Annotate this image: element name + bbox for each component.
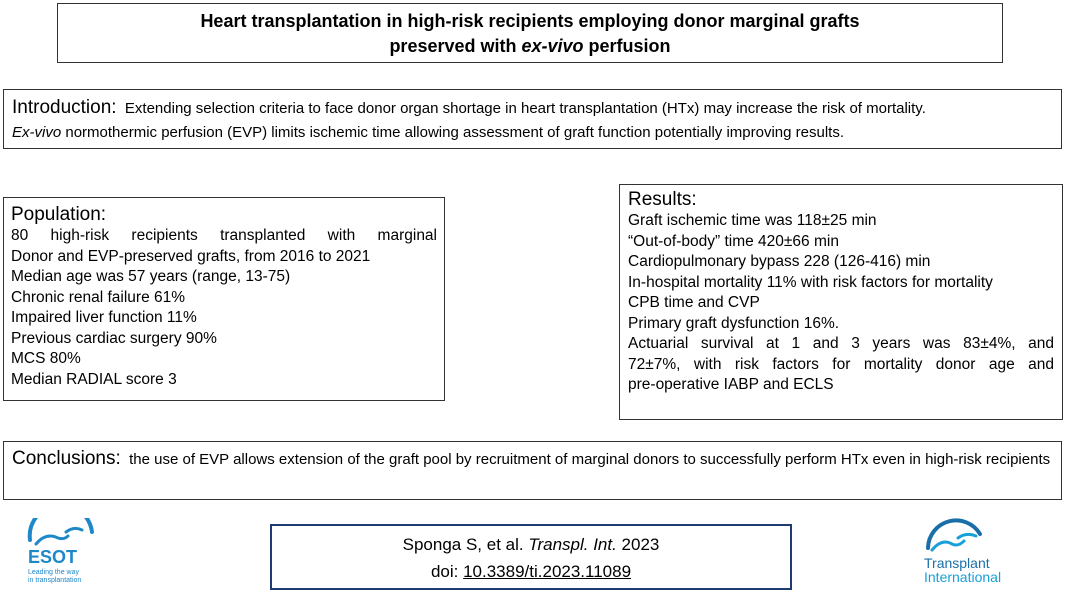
results-line: CPB time and CVP	[628, 294, 760, 311]
citation-authors: Sponga S, et al.	[402, 535, 529, 554]
ti-name-2: International	[924, 569, 1001, 585]
conclusions-box: Conclusions: the use of EVP allows exten…	[3, 441, 1062, 500]
population-line: 80 high-risk recipients transplanted wit…	[11, 227, 437, 244]
introduction-text-2: normothermic perfusion (EVP) limits isch…	[61, 124, 844, 141]
esot-tagline-1: Leading the way	[28, 569, 79, 576]
population-line: Donor and EVP-preserved grafts, from 201…	[11, 247, 371, 265]
conclusions-text: the use of EVP allows extension of the g…	[129, 451, 1051, 468]
results-line: “Out-of-body” time 420±66 min	[628, 232, 839, 250]
population-line: MCS 80%	[11, 350, 81, 367]
results-line: Cardiopulmonary bypass 228 (126-416) min	[628, 253, 931, 270]
transplant-international-logo: Transplant International	[918, 518, 1058, 588]
doi-link[interactable]: 10.3389/ti.2023.11089	[463, 562, 632, 581]
results-line: pre-operative IABP and ECLS	[628, 376, 834, 393]
results-line: Graft ischemic time was 118±25 min	[628, 212, 877, 229]
results-line: In-hospital mortality 11% with risk fact…	[628, 273, 993, 291]
citation-year: 2023	[616, 535, 660, 554]
population-heading: Population:	[11, 204, 107, 225]
conclusions-heading: Conclusions:	[12, 448, 121, 469]
doi-line: doi: 10.3389/ti.2023.11089	[272, 558, 790, 585]
population-line: Impaired liver function 11%	[11, 309, 197, 326]
title-box: Heart transplantation in high-risk recip…	[57, 3, 1003, 63]
introduction-text-1: Extending selection criteria to face don…	[124, 100, 926, 117]
results-line: Primary graft dysfunction 16%.	[628, 314, 840, 332]
population-box: Population: 80 high-risk recipients tran…	[3, 197, 445, 401]
title-line-2: preserved with ex-vivo perfusion	[389, 36, 671, 56]
population-line: Median RADIAL score 3	[11, 370, 177, 388]
esot-logo: ESOT Leading the way in transplantation	[22, 502, 132, 588]
citation-journal: Transpl. Int.	[528, 535, 617, 554]
results-line: 72±7%, with risk factors for mortality d…	[628, 355, 1054, 373]
results-line: Actuarial survival at 1 and 3 years was …	[628, 335, 1054, 352]
introduction-box: Introduction: Extending selection criter…	[3, 89, 1062, 149]
results-heading: Results:	[628, 189, 697, 210]
esot-name: ESOT	[28, 547, 77, 567]
doi-label: doi:	[430, 562, 464, 581]
transplant-international-logo-icon: Transplant International	[924, 518, 1001, 585]
title-emphasis: ex-vivo	[521, 36, 584, 56]
citation-line: Sponga S, et al. Transpl. Int. 2023	[272, 531, 790, 558]
population-line: Previous cardiac surgery 90%	[11, 329, 217, 347]
population-line: Median age was 57 years (range, 13-75)	[11, 268, 291, 285]
citation-box: Sponga S, et al. Transpl. Int. 2023 doi:…	[270, 524, 792, 590]
ti-name-1: Transplant	[924, 555, 990, 571]
esot-tagline-2: in transplantation	[28, 577, 81, 584]
population-line: Chronic renal failure 61%	[11, 288, 186, 306]
title-line-1: Heart transplantation in high-risk recip…	[200, 11, 860, 31]
introduction-heading: Introduction:	[12, 97, 117, 118]
results-box: Results: Graft ischemic time was 118±25 …	[619, 184, 1063, 420]
introduction-emphasis: Ex-vivo	[12, 124, 62, 141]
esot-logo-icon: ESOT Leading the way in transplantation	[27, 502, 94, 584]
